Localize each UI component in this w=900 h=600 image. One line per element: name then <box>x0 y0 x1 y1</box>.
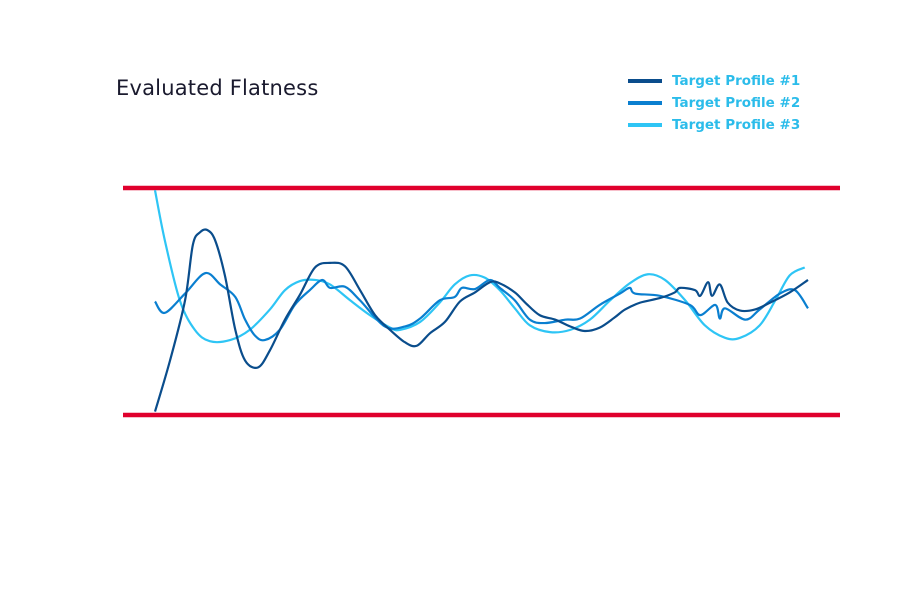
chart-title: Evaluated Flatness <box>116 76 319 100</box>
legend-item-profile-1: Target Profile #1 <box>628 70 800 92</box>
legend-swatch <box>628 123 662 127</box>
legend-label: Target Profile #1 <box>672 73 801 89</box>
legend-label: Target Profile #3 <box>672 117 801 133</box>
legend-label: Target Profile #2 <box>672 95 801 111</box>
legend: Target Profile #1 Target Profile #2 Targ… <box>628 70 800 136</box>
series-line-profile-3 <box>153 190 806 344</box>
series-line-profile-1 <box>153 228 809 412</box>
legend-swatch <box>628 101 662 105</box>
legend-item-profile-3: Target Profile #3 <box>628 114 800 136</box>
legend-swatch <box>628 79 662 83</box>
series-line-profile-2 <box>154 271 809 342</box>
legend-item-profile-2: Target Profile #2 <box>628 92 800 114</box>
